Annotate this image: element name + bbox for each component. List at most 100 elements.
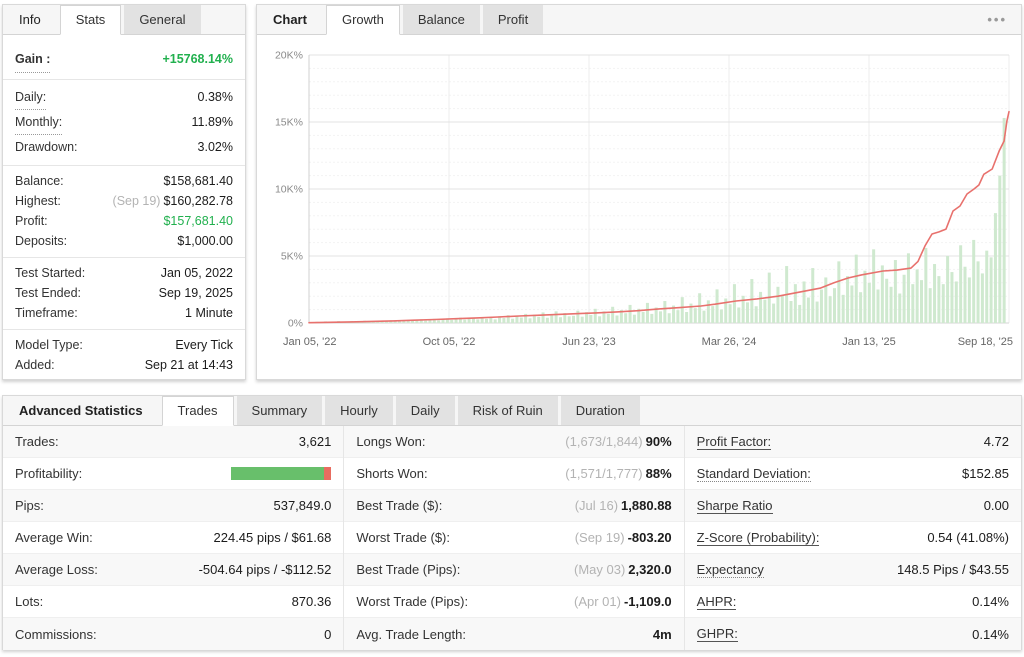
x-axis-tick-label: Oct 05, '22 — [423, 336, 476, 348]
stat-label: Commissions: — [15, 626, 97, 642]
stat-row: Worst Trade ($): (Sep 19) -803.20 — [344, 522, 684, 554]
stat-label: Best Trade (Pips): — [356, 562, 461, 577]
stat-row: Average Win: 224.45 pips / $61.68 — [3, 522, 344, 554]
tab-trades[interactable]: Trades — [161, 396, 234, 426]
stat-row: Average Loss: -504.64 pips / -$112.52 — [3, 554, 344, 586]
info-label[interactable]: Daily: — [15, 85, 47, 110]
stat-label[interactable]: Z-Score (Probability): — [696, 529, 820, 546]
tab-summary[interactable]: Summary — [236, 396, 323, 425]
stat-row: Avg. Trade Length: 4m — [344, 618, 684, 650]
tab-risk-of-ruin[interactable]: Risk of Ruin — [457, 396, 558, 425]
stat-value: 4.72 — [983, 434, 1009, 449]
stat-value: (1,673/1,844) 90% — [565, 434, 672, 449]
tab-profit[interactable]: Profit — [482, 5, 544, 34]
stat-value: 224.45 pips / $61.68 — [213, 530, 332, 545]
stat-label: Lots: — [15, 594, 44, 609]
y-axis-tick-label: 15K% — [275, 117, 303, 129]
stats-table: Trades: 3,621 Profitability: Pips: 537,849.0… — [3, 426, 1021, 650]
stat-row: Best Trade ($): (Jul 16) 1,880.88 — [344, 490, 684, 522]
info-group: Daily: 0.38% Monthly: 11.89% Drawdown: 3.02% — [3, 79, 245, 165]
stat-label: Avg. Trade Length: — [356, 626, 466, 642]
stat-value: 0.54 (41.08%) — [927, 530, 1009, 545]
stat-label: Best Trade ($): — [356, 498, 443, 513]
stat-value: 3,621 — [298, 434, 332, 449]
stat-row: Z-Score (Probability): 0.54 (41.08%) — [684, 522, 1021, 554]
stat-label[interactable]: GHPR: — [696, 626, 738, 642]
tab-general[interactable]: General — [124, 5, 201, 34]
x-axis-tick-label: Jan 05, '22 — [283, 336, 336, 348]
info-value: Sep 21 at 14:43 — [144, 358, 233, 372]
stat-label[interactable]: Sharpe Ratio — [696, 497, 773, 514]
stat-label[interactable]: Expectancy — [696, 561, 764, 578]
stats-tabbar: Advanced Statistics Trades Summary Hourly D… — [3, 396, 1021, 426]
y-axis-tick-label: 20K% — [275, 50, 303, 62]
stat-row: Shorts Won: (1,571/1,777) 88% — [344, 458, 684, 490]
info-panel-label: Info — [19, 12, 41, 27]
stat-value: $152.85 — [962, 466, 1009, 481]
stat-value: 0.00 — [983, 498, 1009, 513]
info-label[interactable]: Monthly: — [15, 110, 63, 135]
info-value: Every Tick — [175, 338, 233, 352]
stat-label: Longs Won: — [356, 434, 426, 449]
info-label: Drawdown: — [15, 140, 78, 154]
stat-row: Profit Factor: 4.72 — [684, 426, 1021, 458]
info-row: Test Started: Jan 05, 2022 — [3, 263, 245, 283]
stat-row: Sharpe Ratio 0.00 — [684, 490, 1021, 522]
stat-row: Trades: 3,621 — [3, 426, 344, 458]
info-label: Profit: — [15, 214, 48, 228]
info-value: Sep 19, 2025 — [158, 286, 233, 300]
tab-hourly[interactable]: Hourly — [325, 396, 393, 425]
info-row: Gain : +15768.14% — [3, 46, 245, 73]
info-value: 11.89% — [191, 115, 233, 129]
chart-menu-ellipsis-icon[interactable]: ••• — [987, 12, 1007, 27]
stat-label[interactable]: Profit Factor: — [696, 433, 772, 450]
stat-label: Pips: — [15, 498, 44, 513]
stat-value: -504.64 pips / -$112.52 — [198, 562, 332, 577]
stats-panel: Advanced Statistics Trades Summary Hourly D… — [2, 395, 1022, 650]
chart-tabs: Growth Balance Profit — [323, 5, 544, 35]
tab-stats[interactable]: Stats — [59, 5, 122, 35]
stat-label[interactable]: AHPR: — [696, 593, 737, 610]
info-label[interactable]: Gain : — [15, 46, 51, 73]
y-axis-tick-label: 5K% — [281, 251, 303, 263]
chart-panel-label: Chart — [273, 12, 307, 27]
tabbar-spacer — [543, 5, 973, 34]
stat-label: Average Win: — [15, 530, 93, 545]
growth-chart-body: 0% 5K% 10K% 15K% 20K% Jan 05, '22 Oct 05, '22 J… — [257, 35, 1021, 379]
info-value: $157,681.40 — [163, 214, 233, 228]
stat-label: Shorts Won: — [356, 466, 428, 481]
tab-growth[interactable]: Growth — [325, 5, 400, 35]
info-label: Timeframe: — [15, 306, 78, 320]
info-row: Model Type: Every Tick — [3, 335, 245, 355]
stat-value: 870.36 — [291, 594, 332, 609]
stat-value: (Sep 19) -803.20 — [574, 530, 672, 545]
stat-row: Standard Deviation: $152.85 — [684, 458, 1021, 490]
info-group: Gain : +15768.14% — [3, 41, 245, 79]
stat-row: Expectancy 148.5 Pips / $43.55 — [684, 554, 1021, 586]
info-row: Profit: $157,681.40 — [3, 211, 245, 231]
tab-duration[interactable]: Duration — [560, 396, 640, 425]
profitability-bar — [231, 467, 332, 480]
info-row: Balance: $158,681.40 — [3, 171, 245, 191]
stat-row: Best Trade (Pips): (May 03) 2,320.0 — [344, 554, 684, 586]
info-value: (Sep 19) $160,282.78 — [112, 194, 233, 208]
x-axis-tick-label: Sep 18, '25 — [958, 336, 1013, 348]
growth-chart: 0% 5K% 10K% 15K% 20K% Jan 05, '22 Oct 05, '22 J… — [275, 50, 1013, 349]
stat-row: Worst Trade (Pips): (Apr 01) -1,109.0 — [344, 586, 684, 618]
stat-row: Longs Won: (1,673/1,844) 90% — [344, 426, 684, 458]
stat-label: Profitability: — [15, 466, 83, 481]
stat-value: 537,849.0 — [273, 498, 332, 513]
info-label: Test Started: — [15, 266, 86, 280]
stat-label[interactable]: Standard Deviation: — [696, 465, 811, 482]
stats-panel-label: Advanced Statistics — [19, 403, 143, 418]
chart-tabbar: Chart Growth Balance Profit ••• — [257, 5, 1021, 35]
info-group: Balance: $158,681.40 Highest: (Sep 19) $160,… — [3, 165, 245, 257]
stat-value: 4m — [652, 626, 672, 642]
stat-value: 0.14% — [972, 626, 1009, 642]
stat-value: 0.14% — [972, 594, 1009, 609]
info-body: Gain : +15768.14% Daily: 0.38% Monthly: 11.89… — [3, 35, 245, 381]
tab-balance[interactable]: Balance — [402, 5, 480, 34]
stat-row: AHPR: 0.14% — [684, 586, 1021, 618]
tab-daily[interactable]: Daily — [395, 396, 455, 425]
